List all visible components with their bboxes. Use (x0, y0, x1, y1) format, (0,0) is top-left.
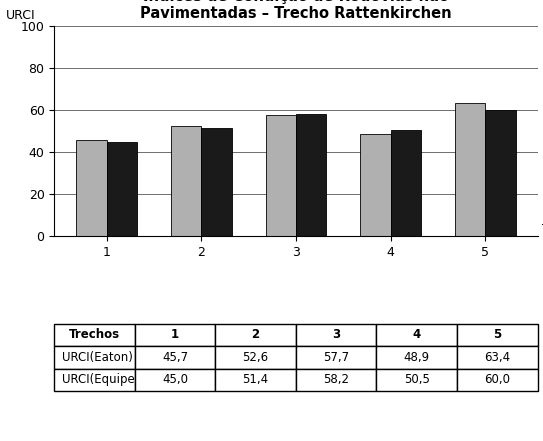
Title: Índices de Condição de Rodovias não
Pavimentadas – Trecho Rattenkirchen: Índices de Condição de Rodovias não Pavi… (140, 0, 452, 21)
Bar (485, 110, 516, 236)
Bar (106, 142, 137, 236)
Bar (361, 134, 390, 236)
Bar (455, 103, 485, 236)
Bar (76, 140, 106, 236)
Bar (296, 114, 326, 236)
Bar (390, 130, 421, 236)
Bar (171, 126, 201, 236)
Bar (201, 128, 231, 236)
Text: Trechos: Trechos (542, 223, 543, 236)
Bar (266, 115, 296, 236)
Text: URCI: URCI (6, 9, 36, 22)
